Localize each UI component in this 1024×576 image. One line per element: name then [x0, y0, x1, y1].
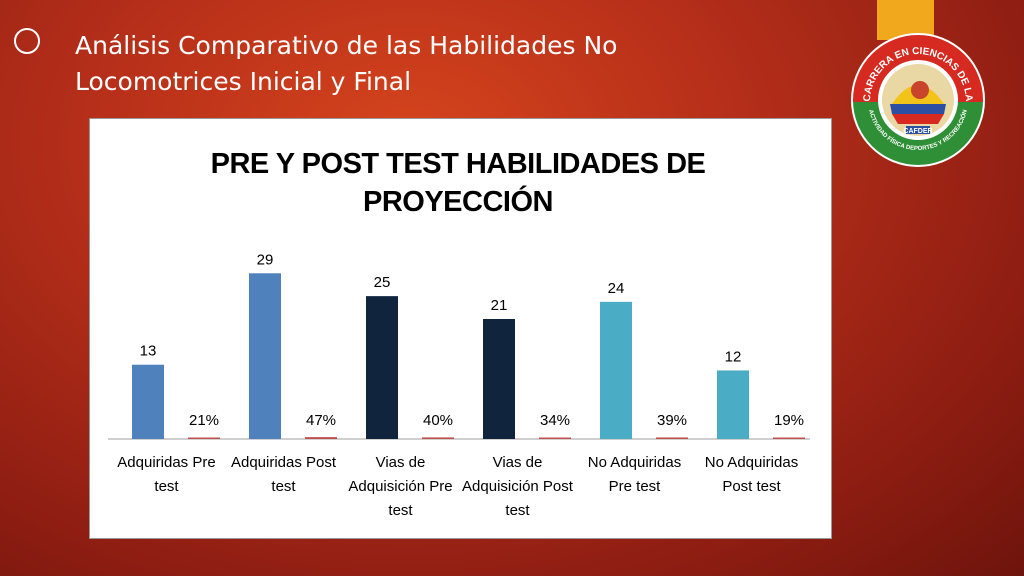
bar-percent-6: [773, 437, 805, 439]
category-label-4-line-1: Vias de: [493, 454, 543, 471]
bar-count-1: [132, 364, 164, 439]
bar-count-label-6: 12: [725, 348, 742, 365]
bar-count-label-3: 25: [374, 274, 391, 291]
bar-count-label-4: 21: [491, 297, 508, 314]
bar-count-6: [717, 370, 749, 439]
bar-count-label-1: 13: [140, 343, 157, 360]
category-label-4-line-2: Adquisición Post: [462, 478, 574, 495]
category-label-1-line-1: Adquiridas Pre: [117, 454, 215, 471]
category-label-2-line-2: test: [271, 478, 296, 495]
bar-count-label-5: 24: [608, 280, 625, 297]
category-label-3-line-3: test: [388, 502, 413, 519]
bar-percent-label-3: 40%: [423, 412, 453, 429]
chart-title-line-2: PROYECCIÓN: [363, 184, 553, 218]
bar-count-label-2: 29: [257, 251, 274, 268]
slide-title-line2: Locomotrices Inicial y Final: [75, 67, 412, 96]
category-label-4-line-3: test: [505, 502, 530, 519]
logo-center-text: CAFDER: [903, 128, 932, 135]
bar-count-2: [249, 273, 281, 439]
chart-title-line-1: PRE Y POST TEST HABILIDADES DE: [211, 148, 706, 180]
bar-percent-label-2: 47%: [306, 412, 336, 429]
bar-percent-4: [539, 437, 571, 439]
category-label-3-line-2: Adquisición Pre: [348, 478, 452, 495]
category-label-6-line-2: Post test: [722, 478, 781, 495]
bar-count-4: [483, 319, 515, 439]
cafder-logo: CARRERA EN CIENCIAS DE LA ACTIVIDAD FÍSI…: [851, 33, 985, 167]
bar-chart: PRE Y POST TEST HABILIDADES DE PROYECCIÓN…: [89, 118, 832, 539]
category-label-1-line-2: test: [154, 478, 179, 495]
category-label-5-line-2: Pre test: [609, 478, 662, 495]
bar-percent-label-6: 19%: [774, 412, 804, 429]
bar-percent-label-4: 34%: [540, 412, 570, 429]
bar-count-3: [366, 296, 398, 439]
category-label-6-line-1: No Adquiridas: [705, 454, 798, 471]
category-label-2-line-1: Adquiridas Post: [231, 454, 337, 471]
slide-title-line1: Análisis Comparativo de las Habilidades …: [75, 31, 618, 60]
bar-percent-1: [188, 437, 220, 439]
bar-percent-5: [656, 437, 688, 439]
bar-count-5: [600, 301, 632, 439]
bar-percent-2: [305, 437, 337, 439]
bullet-circle: [14, 28, 40, 54]
category-label-5-line-1: No Adquiridas: [588, 454, 681, 471]
bar-percent-3: [422, 437, 454, 439]
slide-title: Análisis Comparativo de las Habilidades …: [75, 28, 755, 100]
chart-svg: PRE Y POST TEST HABILIDADES DE PROYECCIÓN…: [108, 148, 810, 519]
bar-percent-label-5: 39%: [657, 412, 687, 429]
bar-percent-label-1: 21%: [189, 412, 219, 429]
category-label-3-line-1: Vias de: [376, 454, 426, 471]
